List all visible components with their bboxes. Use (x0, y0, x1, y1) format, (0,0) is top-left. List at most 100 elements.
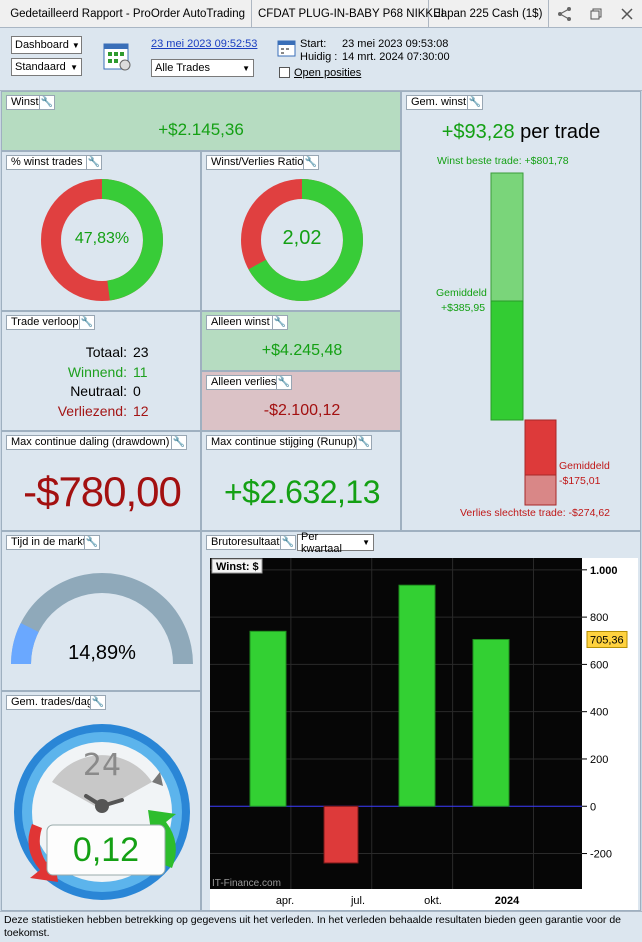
y-tick-label: 400 (590, 707, 608, 719)
tab-strategy[interactable]: CFDAT PLUG-IN-BABY P68 NIKKEI (252, 0, 444, 27)
open-positions-checkbox[interactable] (279, 67, 290, 78)
open-positions-label[interactable]: Open posities (294, 67, 362, 79)
x-axis-area (210, 889, 582, 910)
runup-panel: Max continue stijging (Runup): 🔧 +$2.632… (201, 431, 401, 531)
report-settings-icon[interactable] (102, 42, 132, 72)
panel-title: Winst/Verlies Ratio (206, 155, 309, 170)
avg-win-value: +$385,95 (441, 302, 486, 314)
avg-win-label: Gemiddeld (436, 287, 487, 299)
pct-winst-panel: % winst trades 🔧 47,83% (1, 151, 201, 311)
panel-title: Trade verloop (6, 315, 84, 330)
trades-select-value: Alle Trades (155, 62, 211, 74)
chevron-down-icon: ▼ (242, 63, 250, 73)
chevron-down-icon: ▼ (362, 538, 370, 547)
y-tick-label: 0 (590, 801, 596, 813)
runup-value: +$2.632,13 (223, 474, 381, 510)
donut-win-arc (241, 179, 363, 301)
y-tick-label: 200 (590, 754, 608, 766)
period-select[interactable]: Per kwartaal ▼ (297, 532, 374, 555)
clock-sector (52, 755, 152, 810)
view-select[interactable]: Dashboard ▼ (11, 36, 82, 54)
panel-title: Brutoresultaat (206, 535, 285, 550)
report-date-link[interactable]: 23 mei 2023 09:52:53 (151, 38, 258, 50)
time-in-market-gauge (11, 573, 193, 664)
restore-icon (590, 8, 601, 19)
bruto-bar-chart: -200 0 200 400 600 800 1.000 apr. jul. okt. 2024 Wi… (210, 558, 638, 910)
wrench-icon[interactable]: 🔧 (90, 695, 106, 710)
chevron-down-icon: ▼ (71, 40, 80, 50)
start-value: 23 mei 2023 09:53:08 (342, 38, 449, 50)
restore-button[interactable] (580, 0, 611, 27)
wrench-icon[interactable]: 🔧 (276, 375, 292, 390)
wrench-icon[interactable]: 🔧 (356, 435, 372, 450)
wrench-icon[interactable]: 🔧 (467, 95, 483, 110)
watermark: IT-Finance.com (212, 878, 281, 889)
panel-title: Winst (6, 95, 44, 110)
neutral-value: 0 (133, 383, 141, 399)
x-tick-label: 2024 (495, 895, 520, 907)
wrench-icon[interactable]: 🔧 (79, 315, 95, 330)
clock-icon (14, 724, 190, 900)
last-value-label: 705,36 (590, 634, 624, 646)
instrument-name: Japan 225 Cash (1$) (435, 7, 543, 20)
ratio-value: 2,02 (282, 227, 322, 249)
alleen-winst-value: +$4.245,48 (261, 342, 343, 359)
avg-loss-value: -$175,01 (559, 475, 601, 487)
wrench-icon[interactable]: 🔧 (86, 155, 102, 170)
panel-title: Gem. trades/dag (6, 695, 98, 710)
best-trade-label: Winst beste trade: +$801,78 (437, 155, 569, 167)
value-card (46, 824, 166, 876)
panel-title: Tijd in de markt (6, 535, 91, 550)
style-select[interactable]: Standaard ▼ (11, 58, 82, 76)
winst-value: +$2.145,36 (158, 120, 244, 139)
neutral-label: Neutraal: (70, 383, 127, 399)
wrench-icon[interactable]: 🔧 (39, 95, 55, 110)
trade-range-bars (490, 172, 557, 506)
clock-arrow (152, 772, 163, 786)
wrench-icon[interactable]: 🔧 (171, 435, 187, 450)
losing-label: Verliezend: (57, 402, 127, 419)
per-trade-label: per trade (520, 121, 601, 143)
tab-report[interactable]: Gedetailleerd Rapport - ProOrder AutoTra… (0, 0, 252, 27)
trades-dag-value: 0,12 (72, 831, 140, 869)
now-value: 14 mrt. 2024 07:30:00 (342, 51, 450, 63)
share-button[interactable] (549, 0, 580, 27)
ratio-panel: Winst/Verlies Ratio 🔧 2,02 (201, 151, 401, 311)
avg-win-per-trade: +$93,28 (441, 121, 515, 143)
wrench-icon[interactable]: 🔧 (303, 155, 319, 170)
x-tick-label: apr. (276, 895, 294, 907)
y-tick-label: 1.000 (590, 565, 618, 577)
tijd-markt-panel: Tijd in de markt 🔧 14,89% (1, 531, 201, 691)
now-label: Huidig : (300, 51, 338, 63)
ratio-donut (241, 179, 363, 301)
disclaimer-footer: Deze statistieken hebben betrekking op g… (0, 911, 642, 942)
trades-dag-panel: Gem. trades/dag 🔧 24 0,12 (1, 691, 201, 911)
bar-jul (323, 805, 359, 864)
last-value-marker (586, 630, 628, 648)
tijd-markt-value: 14,89% (68, 642, 136, 664)
bar-2024 (472, 638, 510, 807)
avg-win-bar (490, 300, 524, 421)
report-toolbar: Dashboard ▼ Standaard ▼ 23 mei 2023 09:52:… (0, 28, 642, 91)
share-icon (557, 6, 571, 21)
tab-instrument[interactable]: Japan 225 Cash (1$) (429, 0, 549, 27)
y-axis-area (582, 558, 638, 910)
panel-title: Gem. winst (406, 95, 472, 110)
avg-loss-bar (524, 419, 557, 476)
y-tick-label: 800 (590, 612, 608, 624)
wrench-icon[interactable]: 🔧 (84, 535, 100, 550)
close-button[interactable] (611, 0, 642, 27)
wrench-icon[interactable]: 🔧 (280, 535, 296, 550)
donut-win-arc (41, 179, 163, 301)
period-select-value: Per kwartaal (301, 531, 342, 555)
bruto-panel: Brutoresultaat 🔧 Per kwartaal ▼ -200 0 200 4… (201, 531, 641, 911)
wrench-icon[interactable]: 🔧 (272, 315, 288, 330)
losing-value: 12 (133, 402, 149, 419)
gauge-fill (11, 622, 39, 664)
winning-label: Winnend: (67, 363, 127, 380)
chevron-down-icon: ▼ (70, 62, 78, 72)
trades-select[interactable]: Alle Trades ▼ (151, 59, 254, 77)
calendar-icon (277, 38, 297, 58)
trade-counts: Totaal: 23 Winnend: 11 Neutraal: 0 Verlieze… (2, 343, 200, 421)
panel-title: Alleen verlies (206, 375, 282, 390)
